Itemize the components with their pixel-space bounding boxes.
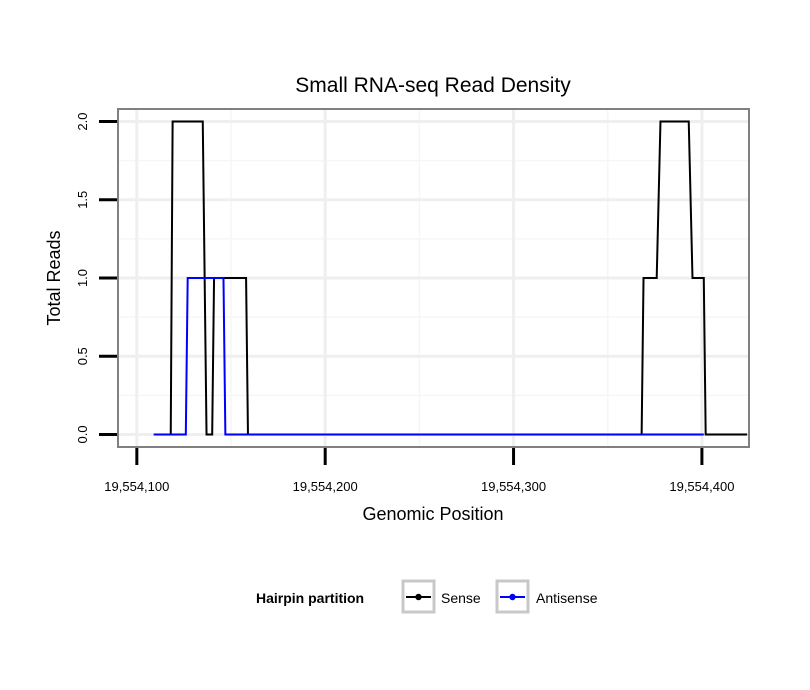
legend-marker-sense [415, 593, 422, 601]
x-axis-label: Genomic Position [362, 504, 503, 524]
x-axis: 19,554,100 19,554,200 19,554,300 19,554,400 [104, 448, 734, 494]
x-tick-label: 19,554,100 [104, 479, 169, 494]
y-axis: 0.0 0.5 1.0 1.5 2.0 [75, 112, 117, 444]
series-layer [153, 120, 748, 436]
y-tick-label: 2.0 [75, 112, 90, 130]
legend-title: Hairpin partition [256, 590, 364, 606]
plot-border [117, 108, 750, 448]
legend-marker-antisense [509, 593, 516, 601]
series-line-sense [153, 120, 748, 436]
legend-label-sense: Sense [441, 590, 481, 606]
y-tick-label: 1.5 [75, 191, 90, 209]
y-tick-label: 0.0 [75, 425, 90, 443]
y-axis-label: Total Reads [44, 230, 64, 325]
y-tick-label: 1.0 [75, 269, 90, 287]
x-tick-label: 19,554,200 [293, 479, 358, 494]
legend-label-antisense: Antisense [536, 590, 598, 606]
series-line-antisense [153, 277, 704, 436]
x-tick-label: 19,554,400 [669, 479, 734, 494]
x-tick-label: 19,554,300 [481, 479, 546, 494]
chart-title: Small RNA-seq Read Density [295, 74, 571, 97]
legend: Hairpin partition Sense Antisense [256, 579, 598, 614]
y-tick-label: 0.5 [75, 347, 90, 365]
